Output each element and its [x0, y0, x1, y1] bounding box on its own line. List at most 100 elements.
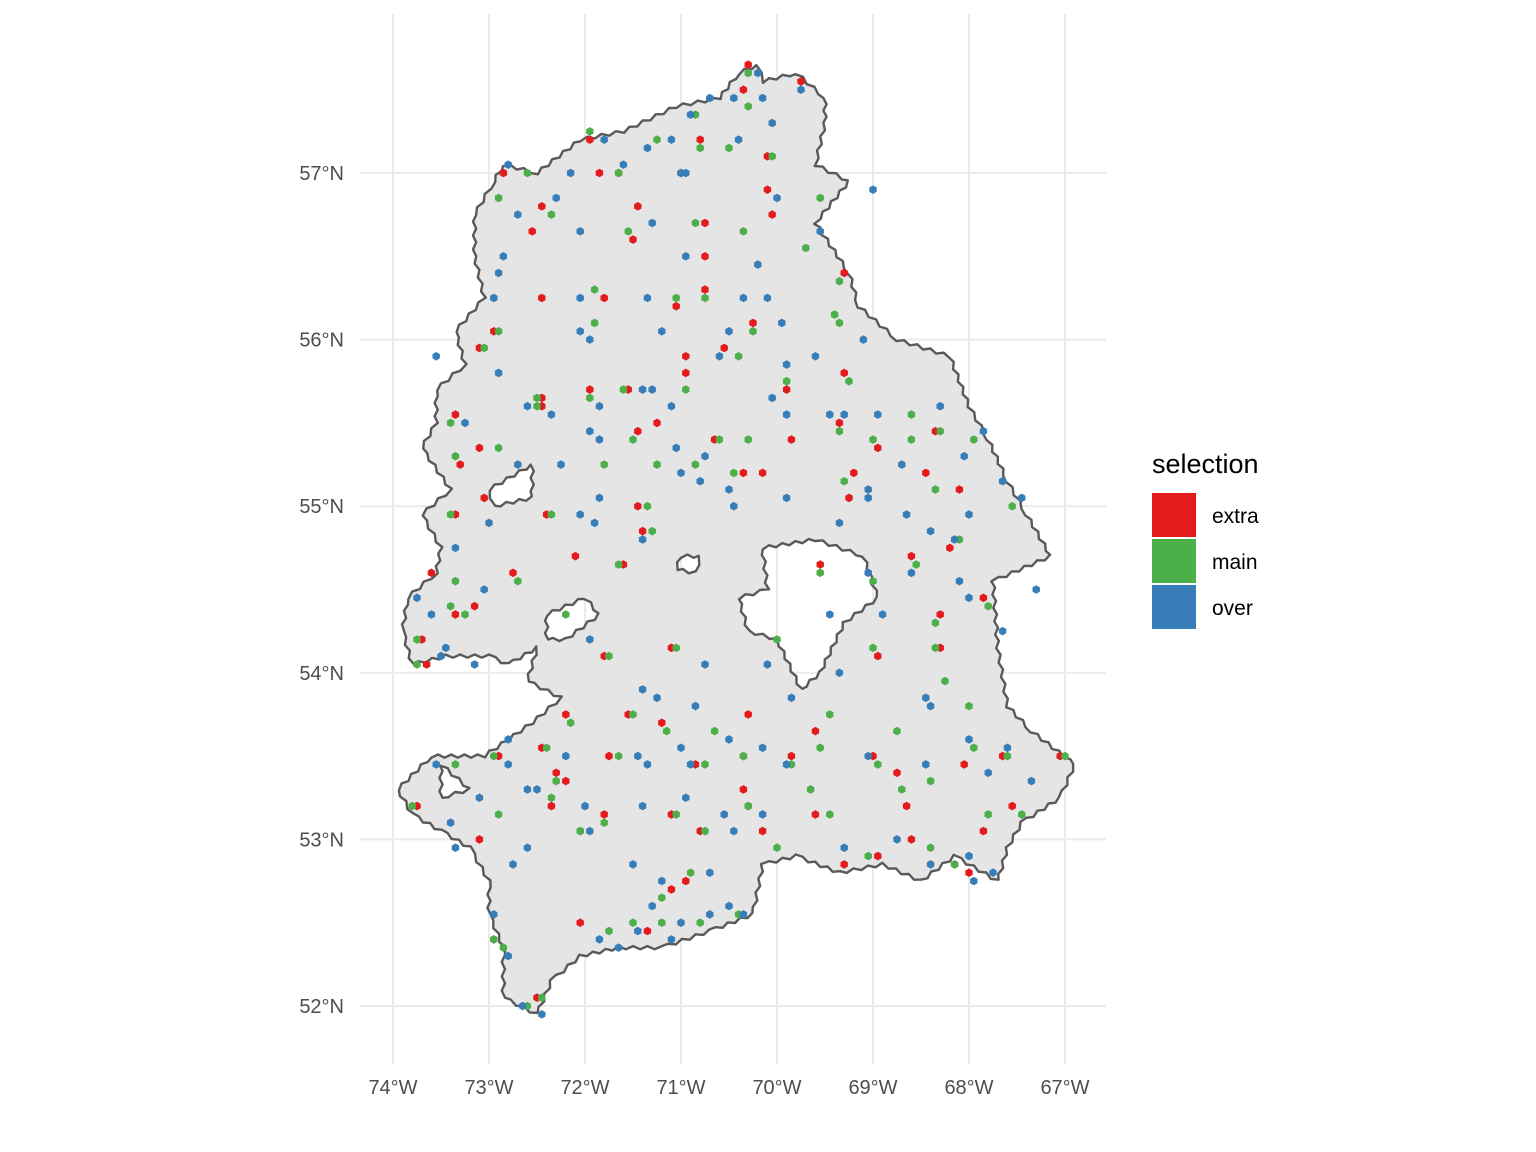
point-over-156 — [538, 1010, 546, 1019]
point-over-93 — [878, 610, 887, 619]
point-over-113 — [562, 751, 570, 761]
point-over-43 — [523, 401, 532, 411]
point-main-35 — [446, 418, 455, 428]
point-over-108 — [677, 743, 685, 753]
point-over-125 — [634, 751, 642, 761]
point-over-157 — [451, 843, 460, 852]
point-extra-35 — [451, 410, 460, 419]
point-extra-28 — [682, 368, 690, 378]
point-main-66 — [672, 643, 680, 653]
point-main-63 — [562, 610, 570, 619]
point-main-3 — [586, 127, 594, 136]
point-extra-99 — [758, 826, 767, 836]
point-over-155 — [518, 1001, 527, 1011]
point-main-111 — [950, 860, 959, 869]
x-tick-label-4: 70°W — [752, 1077, 801, 1099]
point-main-82 — [816, 743, 824, 753]
point-over-27 — [739, 293, 748, 303]
point-over-31 — [576, 293, 584, 303]
point-main-59 — [514, 576, 522, 586]
x-tick-label-0: 74°W — [368, 1077, 417, 1099]
point-extra-74 — [658, 718, 666, 728]
point-main-19 — [672, 293, 680, 303]
point-extra-39 — [634, 426, 642, 436]
point-extra-112 — [643, 926, 652, 936]
point-main-18 — [590, 285, 599, 294]
point-over-128 — [682, 793, 690, 802]
point-extra-45 — [850, 468, 858, 478]
point-extra-22 — [600, 293, 608, 303]
point-over-106 — [725, 735, 733, 744]
point-extra-36 — [475, 443, 484, 453]
point-extra-88 — [902, 801, 911, 811]
point-over-147 — [706, 910, 714, 919]
point-over-65 — [782, 493, 791, 503]
point-main-4 — [614, 168, 623, 178]
point-over-78 — [902, 510, 911, 519]
point-main-51 — [970, 435, 978, 444]
point-main-88 — [490, 751, 498, 761]
point-extra-13 — [701, 218, 709, 228]
series-main — [408, 68, 1069, 1011]
point-over-105 — [638, 685, 647, 694]
point-extra-16 — [744, 60, 752, 69]
point-main-48 — [907, 435, 916, 444]
point-over-89 — [470, 660, 479, 669]
point-over-159 — [864, 568, 872, 578]
point-main-52 — [1008, 501, 1016, 511]
selection-points — [408, 60, 1069, 1019]
point-main-7 — [547, 210, 556, 219]
point-over-53 — [936, 401, 944, 411]
point-over-4 — [768, 118, 776, 128]
point-extra-70 — [979, 593, 988, 603]
point-over-145 — [648, 901, 656, 911]
point-main-103 — [672, 810, 680, 819]
point-over-73 — [576, 510, 584, 519]
point-over-70 — [998, 476, 1007, 486]
point-extra-38 — [653, 418, 661, 428]
x-tick-label-1: 73°W — [464, 1077, 513, 1099]
point-over-29 — [778, 318, 786, 328]
point-extra-87 — [893, 768, 901, 778]
point-main-61 — [446, 601, 455, 611]
point-main-45 — [835, 426, 844, 436]
point-over-37 — [715, 352, 724, 361]
point-extra-56 — [571, 551, 580, 561]
point-over-149 — [667, 935, 676, 944]
point-over-101 — [926, 701, 935, 711]
point-main-58 — [614, 560, 623, 569]
point-over-69 — [979, 426, 988, 436]
point-over-11 — [734, 135, 743, 144]
point-extra-104 — [979, 826, 988, 836]
point-main-20 — [701, 293, 709, 303]
point-over-99 — [835, 668, 844, 678]
point-main-36 — [451, 451, 460, 461]
point-extra-54 — [638, 526, 647, 536]
point-over-42 — [494, 368, 503, 378]
point-main-90 — [451, 760, 460, 769]
study-region — [397, 64, 1075, 1015]
point-extra-42 — [758, 468, 767, 478]
point-main-106 — [773, 843, 781, 852]
point-over-148 — [739, 910, 748, 919]
point-extra-2 — [528, 227, 536, 236]
point-over-16 — [677, 168, 685, 178]
point-extra-0 — [499, 168, 508, 178]
point-main-79 — [710, 726, 719, 736]
point-main-87 — [542, 743, 551, 753]
point-main-102 — [576, 826, 584, 836]
point-extra-100 — [811, 810, 820, 819]
point-over-10 — [643, 143, 652, 153]
point-extra-27 — [682, 352, 690, 361]
point-over-61 — [557, 460, 565, 469]
point-over-64 — [725, 485, 733, 494]
point-over-6 — [686, 110, 695, 119]
point-over-74 — [590, 518, 599, 528]
point-main-16 — [802, 243, 810, 253]
point-main-70 — [912, 560, 920, 569]
point-main-57 — [648, 526, 656, 536]
point-extra-32 — [840, 368, 848, 378]
point-main-17 — [835, 277, 844, 286]
point-over-72 — [485, 518, 493, 528]
point-over-98 — [1032, 585, 1040, 594]
